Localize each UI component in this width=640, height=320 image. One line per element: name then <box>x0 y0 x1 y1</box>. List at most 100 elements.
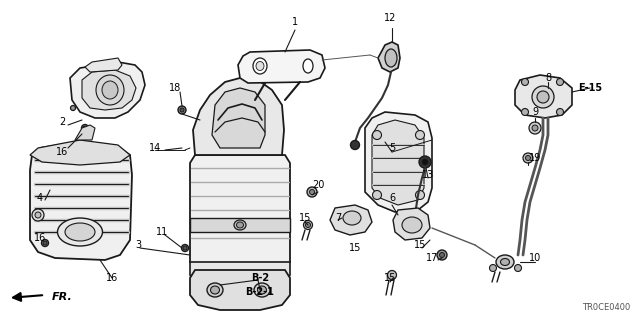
Ellipse shape <box>532 125 538 131</box>
Ellipse shape <box>537 91 549 103</box>
Ellipse shape <box>303 59 313 73</box>
Text: 1: 1 <box>292 17 298 27</box>
Polygon shape <box>190 155 290 270</box>
Ellipse shape <box>532 86 554 108</box>
Polygon shape <box>393 208 430 240</box>
Ellipse shape <box>234 220 246 230</box>
Text: 16: 16 <box>56 147 68 157</box>
Text: 15: 15 <box>299 213 311 223</box>
Polygon shape <box>190 218 290 232</box>
Polygon shape <box>365 112 432 212</box>
Text: 13: 13 <box>422 170 434 180</box>
Text: 18: 18 <box>169 83 181 93</box>
Polygon shape <box>193 78 284 155</box>
Ellipse shape <box>387 270 397 279</box>
Polygon shape <box>378 42 400 72</box>
Polygon shape <box>75 125 95 140</box>
Ellipse shape <box>254 283 270 297</box>
Ellipse shape <box>372 131 381 140</box>
Ellipse shape <box>557 78 563 85</box>
Ellipse shape <box>343 211 361 225</box>
Text: 4: 4 <box>37 193 43 203</box>
Ellipse shape <box>303 220 312 229</box>
Ellipse shape <box>525 156 531 161</box>
Ellipse shape <box>70 106 76 110</box>
Text: 6: 6 <box>389 193 395 203</box>
Ellipse shape <box>500 259 509 266</box>
Text: 17: 17 <box>426 253 438 263</box>
Text: 16: 16 <box>106 273 118 283</box>
Ellipse shape <box>515 265 522 271</box>
Ellipse shape <box>35 212 41 218</box>
Text: 7: 7 <box>335 213 341 223</box>
Text: 15: 15 <box>384 273 396 283</box>
Polygon shape <box>30 145 132 260</box>
Polygon shape <box>82 70 136 110</box>
Text: 15: 15 <box>349 243 361 253</box>
Ellipse shape <box>257 286 266 294</box>
Ellipse shape <box>422 159 428 165</box>
Ellipse shape <box>256 61 264 70</box>
Ellipse shape <box>310 189 314 195</box>
Ellipse shape <box>307 187 317 197</box>
Polygon shape <box>30 140 130 165</box>
Ellipse shape <box>385 49 397 67</box>
Ellipse shape <box>415 131 424 140</box>
Polygon shape <box>70 62 145 118</box>
Text: 10: 10 <box>529 253 541 263</box>
Polygon shape <box>372 120 424 205</box>
Ellipse shape <box>419 156 431 168</box>
Text: 16: 16 <box>34 233 46 243</box>
Ellipse shape <box>207 283 223 297</box>
Text: 11: 11 <box>156 227 168 237</box>
Text: B-2: B-2 <box>251 273 269 283</box>
Polygon shape <box>212 88 265 148</box>
Polygon shape <box>238 50 325 83</box>
Text: 3: 3 <box>135 240 141 250</box>
Ellipse shape <box>81 124 88 132</box>
Ellipse shape <box>183 246 187 250</box>
Ellipse shape <box>65 223 95 241</box>
Ellipse shape <box>182 244 189 252</box>
Text: 9: 9 <box>532 107 538 117</box>
Polygon shape <box>85 58 122 72</box>
Polygon shape <box>190 270 290 310</box>
Ellipse shape <box>237 222 243 228</box>
Ellipse shape <box>440 252 445 258</box>
Ellipse shape <box>415 190 424 199</box>
Text: 2: 2 <box>59 117 65 127</box>
Ellipse shape <box>102 81 118 99</box>
Polygon shape <box>515 75 572 118</box>
Ellipse shape <box>83 126 87 130</box>
Polygon shape <box>330 205 372 235</box>
Text: 8: 8 <box>545 73 551 83</box>
Text: 15: 15 <box>414 240 426 250</box>
Ellipse shape <box>180 108 184 112</box>
Text: B-2-1: B-2-1 <box>246 287 275 297</box>
Ellipse shape <box>42 239 49 246</box>
Text: FR.: FR. <box>52 292 73 302</box>
Ellipse shape <box>523 153 533 163</box>
Ellipse shape <box>557 108 563 116</box>
Ellipse shape <box>32 209 44 221</box>
Ellipse shape <box>496 255 514 269</box>
Ellipse shape <box>437 250 447 260</box>
Ellipse shape <box>305 222 310 228</box>
Ellipse shape <box>522 78 529 85</box>
Text: 20: 20 <box>312 180 324 190</box>
Ellipse shape <box>178 106 186 114</box>
Ellipse shape <box>253 58 267 74</box>
Ellipse shape <box>351 140 360 149</box>
Ellipse shape <box>529 122 541 134</box>
Ellipse shape <box>58 218 102 246</box>
Text: E-15: E-15 <box>578 83 602 93</box>
Polygon shape <box>190 262 290 285</box>
Ellipse shape <box>43 241 47 245</box>
Text: 14: 14 <box>149 143 161 153</box>
Ellipse shape <box>372 190 381 199</box>
Ellipse shape <box>490 265 497 271</box>
Ellipse shape <box>211 286 220 294</box>
Ellipse shape <box>402 217 422 233</box>
Ellipse shape <box>522 108 529 116</box>
Text: 5: 5 <box>389 143 395 153</box>
